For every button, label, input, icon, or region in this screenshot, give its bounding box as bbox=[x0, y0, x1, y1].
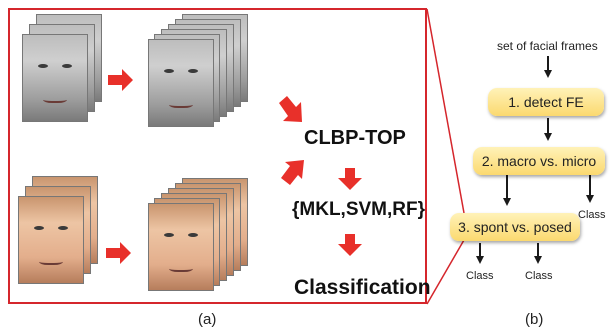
node-spont-vs-posed: 3. spont vs. posed bbox=[450, 213, 580, 241]
red-arrow-down-1 bbox=[338, 168, 362, 190]
red-arrow-diag-up bbox=[281, 160, 304, 185]
features-label: CLBP-TOP bbox=[304, 127, 406, 149]
node-macro-vs-micro: 2. macro vs. micro bbox=[473, 147, 605, 175]
output-label: Classification bbox=[294, 276, 431, 299]
face-frame bbox=[148, 39, 214, 127]
face-stack-color-aligned bbox=[148, 178, 260, 292]
face-stack-gray-aligned bbox=[148, 14, 260, 128]
face-stack-gray-input bbox=[22, 14, 110, 128]
class-label-macro: Class bbox=[578, 209, 606, 221]
panel-b-caption: (b) bbox=[525, 311, 544, 328]
input-label: set of facial frames bbox=[497, 39, 598, 53]
red-arrow-right-top bbox=[108, 69, 133, 91]
class-label-spont-left: Class bbox=[466, 270, 494, 282]
red-arrow-diag-down bbox=[279, 96, 302, 122]
zoom-connector-bottom bbox=[426, 239, 465, 305]
face-frame bbox=[148, 203, 214, 291]
face-stack-color-input bbox=[18, 176, 106, 290]
red-arrow-down-2 bbox=[338, 234, 362, 256]
face-frame bbox=[18, 196, 84, 284]
classifiers-label: {MKL,SVM,RF} bbox=[292, 199, 425, 220]
zoom-connector-top bbox=[426, 8, 465, 214]
panel-a-caption: (a) bbox=[198, 311, 217, 328]
face-frame bbox=[22, 34, 88, 122]
red-arrow-right-bottom bbox=[106, 242, 131, 264]
class-label-spont-right: Class bbox=[525, 270, 553, 282]
node-detect-fe: 1. detect FE bbox=[488, 88, 604, 116]
